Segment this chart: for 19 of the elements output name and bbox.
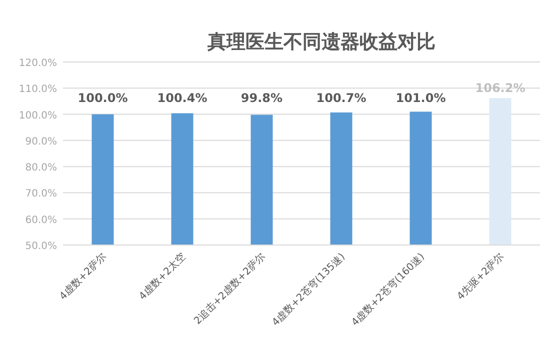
xtick: 2追击+2虚数+2萨尔 <box>192 251 268 327</box>
ytick: 100.0% <box>18 110 57 122</box>
ytick: 110.0% <box>18 84 57 96</box>
ytick: 60.0% <box>25 214 57 226</box>
value-label: 106.2% <box>475 81 526 96</box>
xtick: 4虚数+2太空 <box>137 251 188 302</box>
title: 真理医生不同遗器收益对比 <box>208 31 436 53</box>
value-label: 100.0% <box>78 91 128 105</box>
ytick: 90.0% <box>25 136 57 148</box>
value-label: 99.8% <box>240 91 283 105</box>
ytick: 120.0% <box>18 58 57 69</box>
ytick: 50.0% <box>25 241 57 252</box>
value-label: 101.0% <box>396 91 446 105</box>
xtick: 4先驱+2萨尔 <box>455 251 506 302</box>
xtick: 4虚数+2萨尔 <box>58 251 109 302</box>
value-label: 100.7% <box>316 91 366 105</box>
value-label: 100.4% <box>157 91 208 105</box>
ytick: 80.0% <box>25 162 57 174</box>
ytick: 70.0% <box>25 188 57 200</box>
